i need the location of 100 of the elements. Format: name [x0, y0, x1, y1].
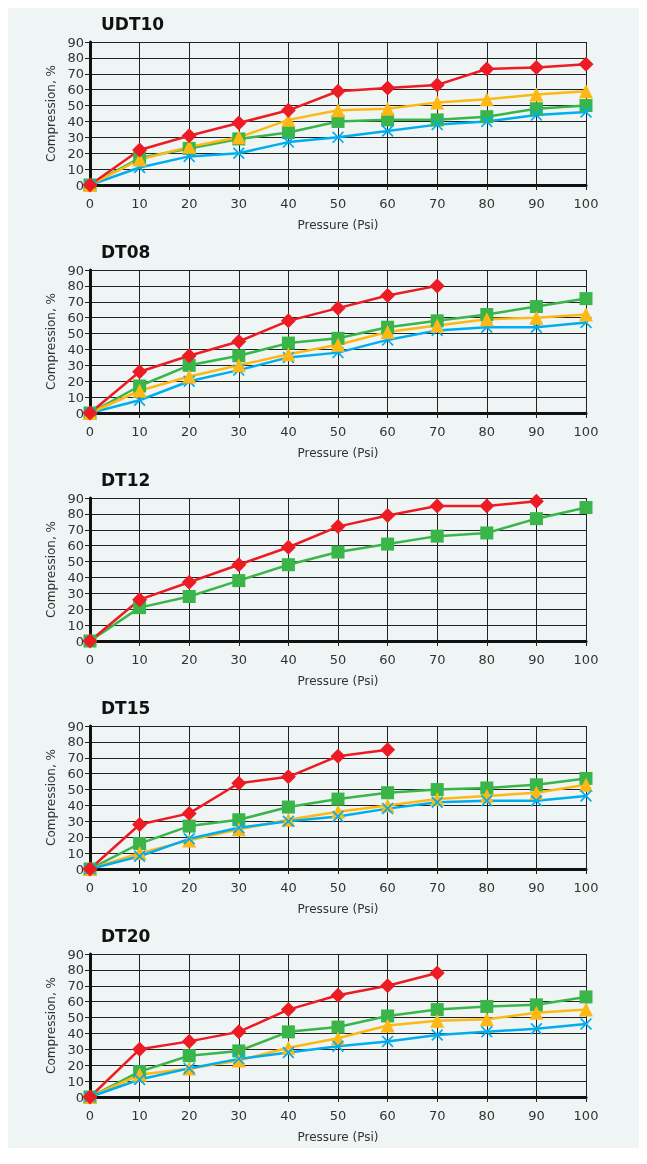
x-tick-label: 10 — [131, 880, 148, 895]
y-tick-label: 80 — [67, 734, 84, 750]
y-tick-label: 40 — [67, 569, 84, 585]
x-tick-label: 70 — [428, 652, 446, 667]
x-tick-label: 0 — [85, 424, 95, 439]
x-tick-label: 90 — [528, 196, 545, 211]
y-tick-label: 50 — [67, 1010, 84, 1026]
x-tick-label: 90 — [528, 424, 545, 439]
y-tick-label: 90 — [67, 262, 84, 278]
x-tick-label: 50 — [329, 196, 347, 211]
y-tick-label: 10 — [67, 1073, 84, 1089]
x-tick-label: 40 — [280, 1108, 297, 1123]
x-tick-label: 80 — [478, 196, 496, 211]
y-tick-label: 60 — [67, 994, 84, 1010]
y-tick-label: 0 — [75, 861, 84, 877]
y-tick-label: 50 — [67, 98, 84, 114]
x-tick-label: 20 — [180, 880, 198, 895]
y-tick-label: 50 — [67, 782, 84, 798]
x-tick-label: 60 — [379, 1108, 396, 1123]
x-tick-label: 30 — [230, 424, 248, 439]
y-tick-label: 70 — [67, 522, 84, 538]
y-tick-label: 90 — [67, 718, 84, 734]
y-tick-label: 20 — [67, 373, 84, 389]
y-tick-label: 40 — [67, 797, 84, 813]
y-tick-label: 10 — [67, 161, 84, 177]
y-tick-label: 60 — [67, 82, 84, 98]
x-tick-label: 100 — [573, 424, 599, 439]
y-tick-label: 0 — [75, 177, 84, 193]
x-tick-label: 100 — [573, 196, 599, 211]
y-tick-label: 0 — [75, 1089, 84, 1105]
x-tick-label: 10 — [131, 196, 148, 211]
chart-title: DT08 — [101, 241, 151, 262]
x-tick-label: 10 — [131, 1108, 148, 1123]
y-tick-label: 40 — [67, 113, 84, 129]
chart-title: DT15 — [101, 697, 151, 718]
x-tick-label: 60 — [379, 880, 396, 895]
y-tick-label: 30 — [67, 1041, 84, 1057]
x-axis-title: Pressure (Psi) — [297, 1130, 379, 1144]
x-tick-label: 0 — [85, 1108, 95, 1123]
x-tick-label: 60 — [379, 196, 396, 211]
x-tick-label: 100 — [573, 652, 599, 667]
y-tick-label: 40 — [67, 341, 84, 357]
x-axis-title: Pressure (Psi) — [297, 674, 379, 688]
x-tick-label: 40 — [280, 196, 297, 211]
x-tick-label: 50 — [329, 880, 347, 895]
x-tick-label: 50 — [329, 652, 347, 667]
x-tick-label: 100 — [573, 1108, 599, 1123]
x-tick-label: 50 — [329, 1108, 347, 1123]
x-tick-label: 40 — [280, 424, 297, 439]
chart-title: DT12 — [101, 469, 151, 490]
y-tick-label: 90 — [67, 946, 84, 962]
x-tick-label: 40 — [280, 880, 297, 895]
y-tick-label: 10 — [67, 845, 84, 861]
y-tick-label: 80 — [67, 50, 84, 66]
y-tick-label: 60 — [67, 766, 84, 782]
x-tick-label: 30 — [230, 1108, 248, 1123]
x-tick-label: 0 — [85, 196, 95, 211]
x-tick-label: 20 — [180, 1108, 198, 1123]
y-tick-label: 20 — [67, 145, 84, 161]
y-tick-label: 70 — [67, 294, 84, 310]
x-tick-label: 90 — [528, 652, 545, 667]
y-axis-title: Compression, % — [43, 293, 58, 390]
y-tick-label: 60 — [67, 310, 84, 326]
y-tick-label: 70 — [67, 978, 84, 994]
y-tick-label: 80 — [67, 962, 84, 978]
chart-title: DT20 — [101, 925, 151, 946]
y-tick-label: 0 — [75, 633, 84, 649]
x-tick-label: 0 — [85, 652, 95, 667]
x-tick-label: 100 — [573, 880, 599, 895]
y-tick-label: 10 — [67, 617, 84, 633]
x-tick-label: 70 — [428, 1108, 446, 1123]
x-axis-title: Pressure (Psi) — [297, 218, 379, 232]
y-tick-label: 10 — [67, 389, 84, 405]
x-tick-label: 60 — [379, 652, 396, 667]
x-tick-label: 70 — [428, 424, 446, 439]
x-tick-label: 50 — [329, 424, 347, 439]
y-axis-title: Compression, % — [43, 65, 58, 162]
x-tick-label: 20 — [180, 196, 198, 211]
y-axis-title: Compression, % — [43, 749, 58, 846]
chart-title: UDT10 — [101, 13, 165, 34]
y-tick-label: 20 — [67, 829, 84, 845]
x-tick-label: 90 — [528, 880, 545, 895]
y-axis-title: Compression, % — [43, 977, 58, 1074]
y-tick-label: 20 — [67, 1057, 84, 1073]
y-tick-label: 0 — [75, 405, 84, 421]
x-tick-label: 90 — [528, 1108, 545, 1123]
y-tick-label: 20 — [67, 601, 84, 617]
x-tick-label: 80 — [478, 424, 496, 439]
y-tick-label: 90 — [67, 34, 84, 50]
x-tick-label: 30 — [230, 652, 248, 667]
x-tick-label: 80 — [478, 1108, 496, 1123]
y-tick-label: 30 — [67, 585, 84, 601]
x-axis-title: Pressure (Psi) — [297, 446, 379, 460]
x-tick-label: 30 — [230, 880, 248, 895]
x-tick-label: 0 — [85, 880, 95, 895]
y-tick-label: 30 — [67, 129, 84, 145]
x-tick-label: 10 — [131, 652, 148, 667]
x-tick-label: 80 — [478, 652, 496, 667]
x-tick-label: 20 — [180, 424, 198, 439]
y-tick-label: 50 — [67, 326, 84, 342]
